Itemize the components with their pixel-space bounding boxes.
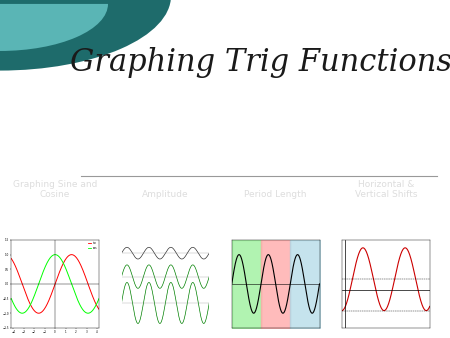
Legend: sin, cos: sin, cos	[88, 241, 98, 250]
Text: Period Length: Period Length	[244, 190, 307, 199]
Text: Graphing Trig Functions: Graphing Trig Functions	[70, 47, 450, 78]
Text: Amplitude: Amplitude	[142, 190, 189, 199]
Wedge shape	[0, 4, 108, 51]
Wedge shape	[0, 0, 171, 71]
Text: Horizontal &
Vertical Shifts: Horizontal & Vertical Shifts	[355, 180, 417, 199]
Text: Graphing Sine and
Cosine: Graphing Sine and Cosine	[13, 180, 97, 199]
